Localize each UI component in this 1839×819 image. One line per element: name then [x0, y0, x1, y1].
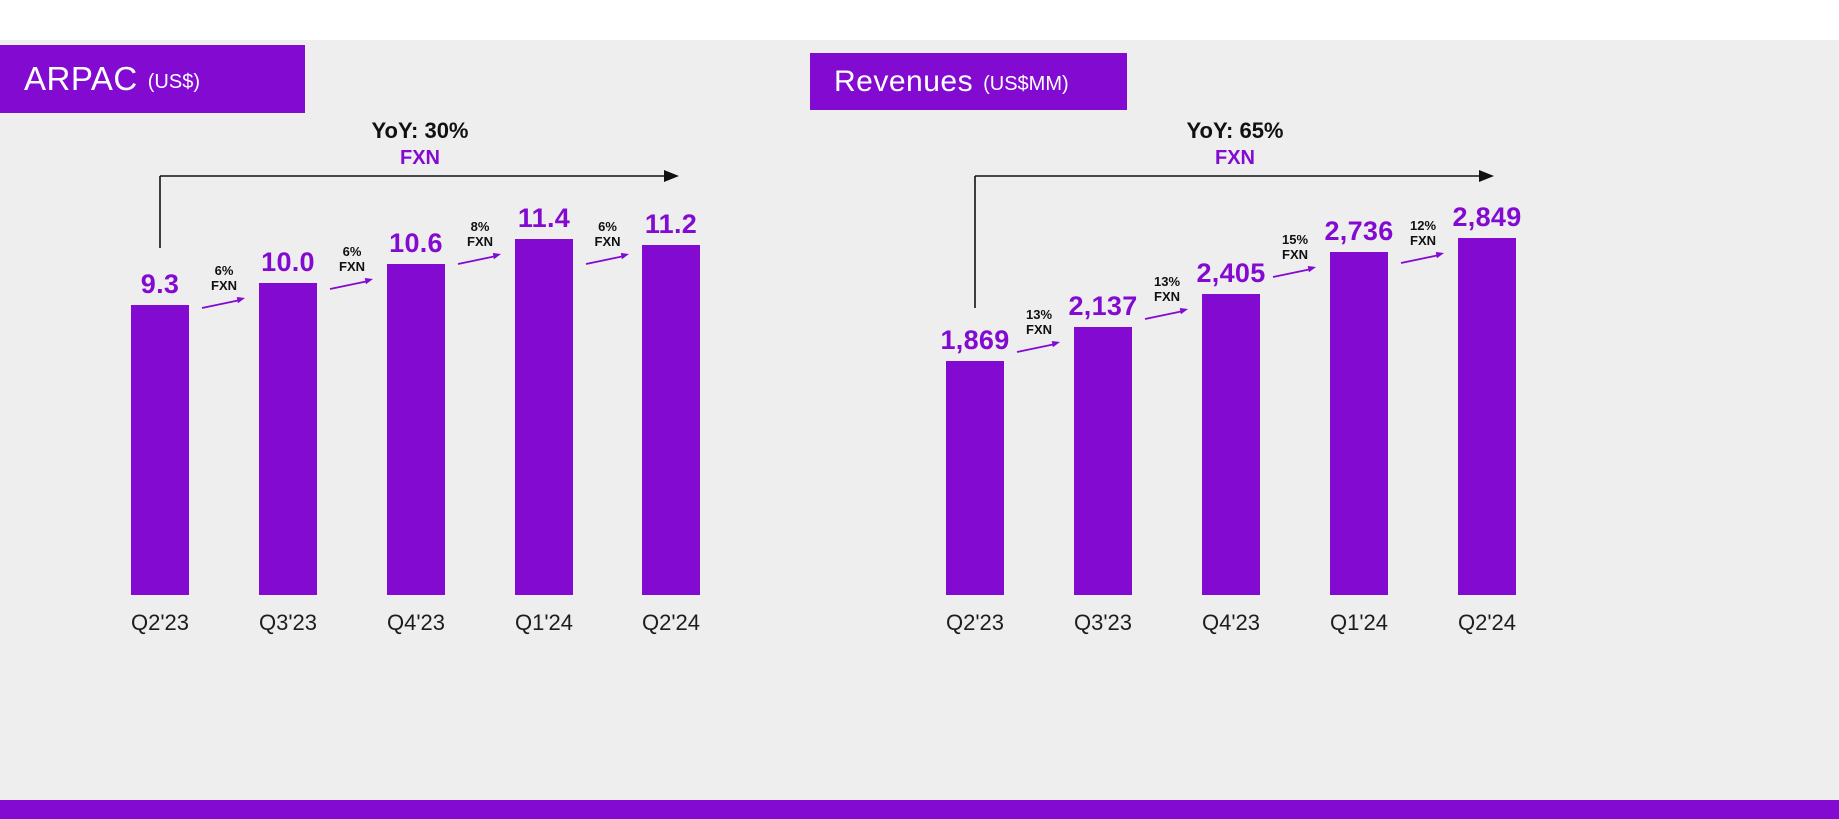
- bar-value-label: 2,137: [1068, 291, 1138, 321]
- arpac-title-banner: ARPAC (US$): [0, 45, 305, 113]
- growth-fxn-label: FXN: [1026, 322, 1052, 337]
- bar-value-label: 1,869: [940, 325, 1010, 355]
- chart-title-unit: (US$): [147, 70, 200, 93]
- yoy-span-arrow-icon: [974, 170, 1494, 308]
- growth-percentage: 6%: [342, 244, 362, 259]
- growth-arrow-icon: [1272, 266, 1316, 278]
- x-axis-label: Q1'24: [1329, 610, 1389, 635]
- x-axis-label: Q2'23: [130, 610, 190, 635]
- growth-arrow-icon: [457, 253, 501, 265]
- growth-annotation: 8% FXN: [435, 219, 525, 268]
- growth-annotation: 13% FXN: [994, 307, 1084, 356]
- bar: [259, 283, 317, 595]
- bar-value-label: 9.3: [140, 269, 180, 299]
- growth-arrow-icon: [201, 297, 245, 309]
- growth-annotation: 6% FXN: [179, 263, 269, 312]
- bar-value-label: 2,736: [1324, 216, 1394, 246]
- x-axis-label: Q2'24: [1457, 610, 1517, 635]
- growth-annotation: 6% FXN: [307, 244, 397, 293]
- growth-fxn-label: FXN: [1154, 289, 1180, 304]
- growth-arrow-icon: [585, 253, 629, 265]
- growth-arrow-icon: [1400, 252, 1444, 264]
- x-axis-label: Q2'23: [945, 610, 1005, 635]
- bar: [515, 239, 573, 595]
- bar: [1074, 327, 1132, 595]
- growth-fxn-label: FXN: [467, 234, 493, 249]
- bar-value-label: 10.0: [261, 247, 315, 277]
- x-axis-label: Q3'23: [1073, 610, 1133, 635]
- growth-fxn-label: FXN: [1282, 247, 1308, 262]
- x-axis-label: Q1'24: [514, 610, 574, 635]
- growth-annotation: 13% FXN: [1122, 274, 1212, 323]
- bar: [642, 245, 700, 595]
- growth-fxn-label: FXN: [339, 259, 365, 274]
- footer-strip: [0, 800, 1839, 819]
- x-axis-label: Q4'23: [386, 610, 446, 635]
- growth-fxn-label: FXN: [211, 278, 237, 293]
- fxn-label: FXN: [400, 147, 440, 169]
- bar: [1202, 294, 1260, 595]
- chart-title: Revenues: [834, 64, 974, 98]
- bar: [946, 361, 1004, 595]
- growth-percentage: 13%: [1025, 307, 1053, 322]
- chart-title-unit: (US$MM): [983, 73, 1069, 95]
- bar-value-label: 11.4: [517, 203, 571, 233]
- yoy-label: YoY: 30%: [371, 118, 469, 143]
- bar-value-label: 2,849: [1452, 202, 1522, 232]
- growth-arrow-icon: [1144, 308, 1188, 320]
- fxn-label: FXN: [1215, 147, 1255, 169]
- revenues-title-banner: Revenues (US$MM): [810, 53, 1127, 110]
- growth-arrow-icon: [329, 278, 373, 290]
- x-axis-label: Q4'23: [1201, 610, 1261, 635]
- chart-title: ARPAC: [24, 60, 138, 97]
- bar: [131, 305, 189, 595]
- yoy-span-arrow-icon: [159, 170, 679, 248]
- growth-annotation: 15% FXN: [1250, 232, 1340, 281]
- growth-percentage: 6%: [214, 263, 234, 278]
- bar-value-label: 11.2: [644, 209, 698, 239]
- growth-percentage: 15%: [1281, 232, 1309, 247]
- growth-percentage: 8%: [470, 219, 490, 234]
- growth-annotation: 12% FXN: [1378, 218, 1468, 267]
- yoy-label: YoY: 65%: [1186, 118, 1284, 143]
- bar: [1330, 252, 1388, 595]
- growth-percentage: 6%: [598, 219, 617, 234]
- bar-value-label: 10.6: [389, 228, 443, 258]
- growth-fxn-label: FXN: [1410, 233, 1436, 248]
- growth-percentage: 12%: [1409, 218, 1437, 233]
- x-axis-label: Q3'23: [258, 610, 318, 635]
- bar: [1458, 238, 1516, 595]
- x-axis-label: Q2'24: [641, 610, 701, 635]
- bar-value-label: 2,405: [1196, 258, 1266, 288]
- bar: [387, 264, 445, 595]
- growth-fxn-label: FXN: [594, 234, 621, 249]
- growth-annotation: 6% FXN: [563, 219, 653, 268]
- growth-percentage: 13%: [1153, 274, 1181, 289]
- growth-arrow-icon: [1016, 341, 1060, 353]
